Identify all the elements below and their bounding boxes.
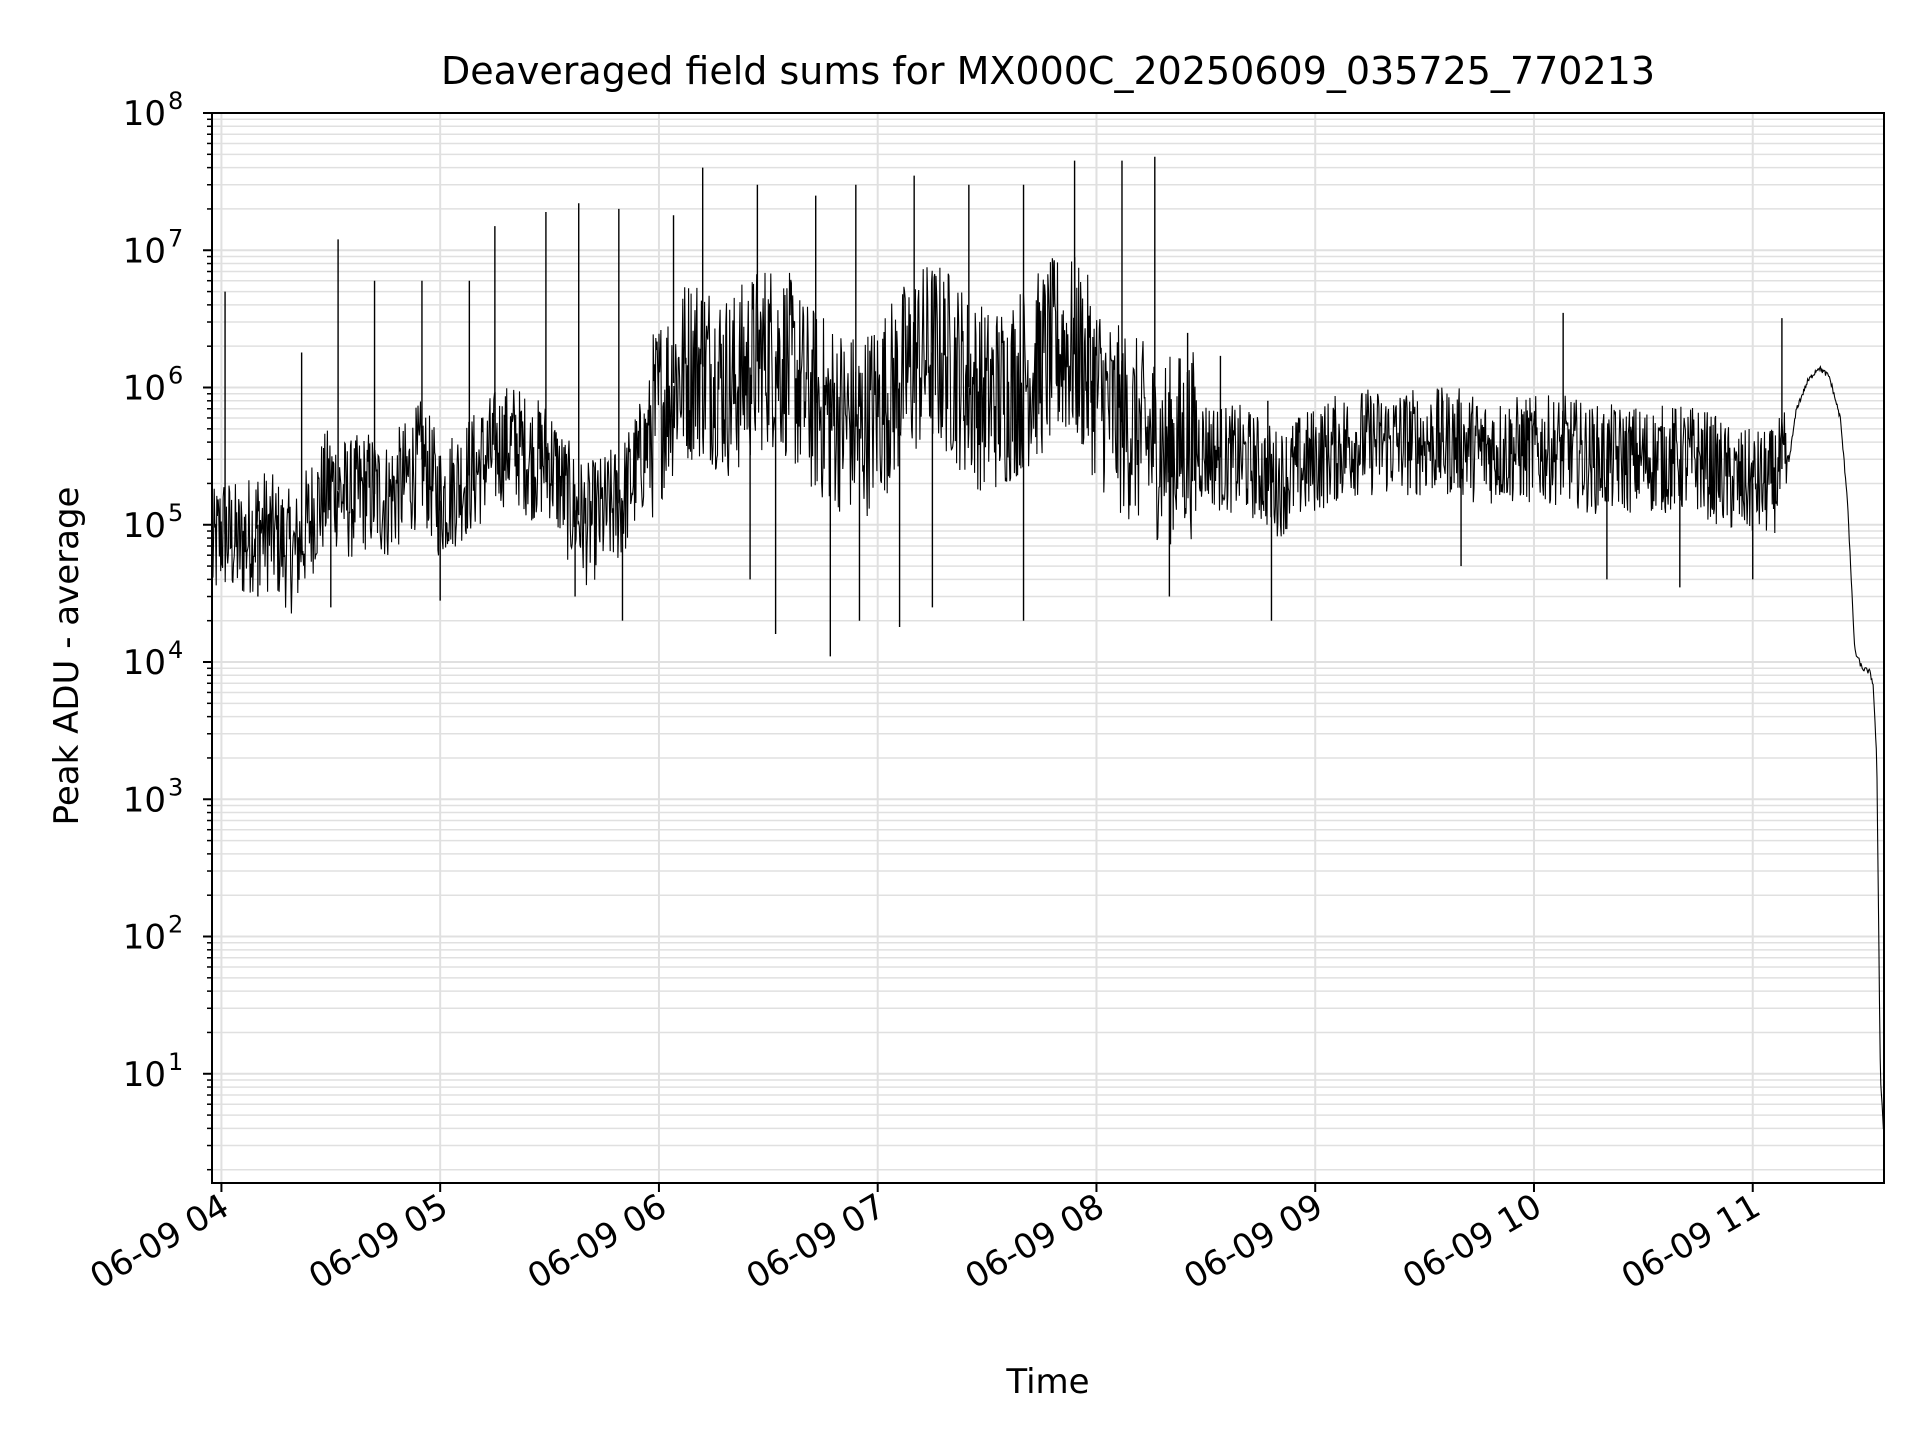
y-tick-label: 10 (123, 231, 166, 271)
y-tick-label: 10 (123, 369, 166, 409)
y-tick-exponent: 2 (168, 911, 183, 939)
y-tick-exponent: 6 (168, 362, 183, 390)
chart-title: Deaveraged field sums for MX000C_2025060… (441, 49, 1655, 93)
y-tick-exponent: 3 (168, 773, 183, 801)
y-tick-label: 10 (123, 94, 166, 134)
y-tick-label: 10 (123, 780, 166, 820)
y-tick-exponent: 8 (168, 87, 183, 115)
y-axis-label: Peak ADU - average (47, 487, 87, 826)
x-axis-label: Time (1005, 1362, 1089, 1402)
y-tick-exponent: 5 (168, 499, 183, 527)
y-tick-label: 10 (123, 918, 166, 958)
series-line (211, 257, 1884, 1130)
data-layer (211, 156, 1884, 1130)
minor-gridlines (212, 118, 1884, 1171)
y-tick-label: 10 (123, 1055, 166, 1095)
y-tick-exponent: 4 (168, 636, 183, 664)
y-tick-label: 10 (123, 643, 166, 683)
plot-frame (211, 112, 1885, 1184)
y-tick-exponent: 1 (168, 1048, 183, 1076)
y-tick-label: 10 (123, 506, 166, 546)
y-tick-exponent: 7 (168, 224, 183, 252)
